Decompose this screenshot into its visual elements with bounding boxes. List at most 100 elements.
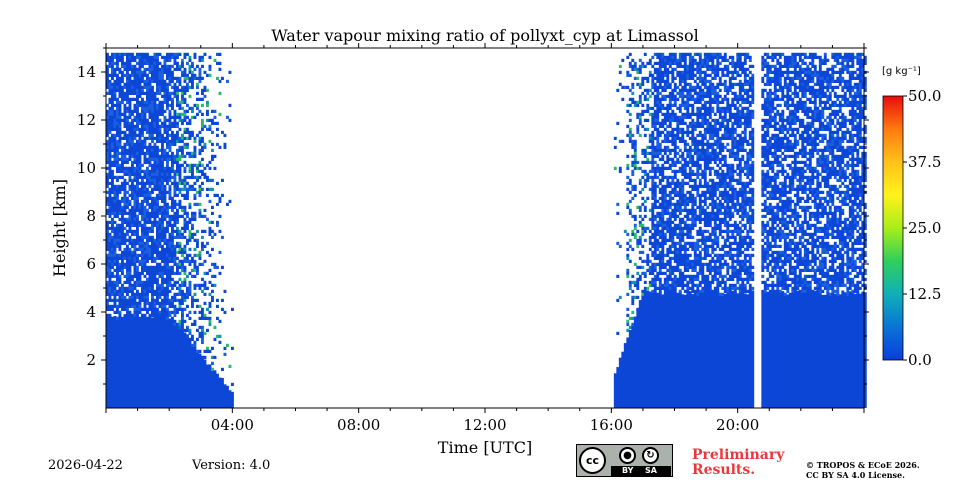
heatmap-cell xyxy=(208,364,212,408)
heatmap-cell xyxy=(158,286,162,290)
heatmap-cell xyxy=(651,280,655,284)
heatmap-cell xyxy=(691,214,695,218)
heatmap-cell xyxy=(671,67,675,71)
heatmap-cell xyxy=(713,139,717,143)
heatmap-cell xyxy=(173,61,177,65)
heatmap-cell xyxy=(673,205,677,209)
heatmap-cell xyxy=(151,283,154,287)
heatmap-cell xyxy=(626,163,630,167)
heatmap-cell xyxy=(111,229,114,233)
heatmap-cell xyxy=(146,208,149,212)
heatmap-cell xyxy=(693,223,697,227)
heatmap-cell xyxy=(721,229,725,233)
heatmap-cell xyxy=(688,259,692,263)
heatmap-cell xyxy=(111,115,114,119)
heatmap-cell xyxy=(118,79,122,83)
heatmap-cell xyxy=(121,304,124,308)
heatmap-cell xyxy=(708,67,712,71)
heatmap-cell xyxy=(188,340,192,408)
heatmap-cell xyxy=(123,314,127,408)
heatmap-cell xyxy=(633,232,637,236)
heatmap-cell xyxy=(703,172,707,176)
heatmap-cell xyxy=(148,265,152,269)
heatmap-cell xyxy=(656,214,660,218)
heatmap-cell xyxy=(151,148,154,152)
heatmap-cell xyxy=(163,151,167,155)
heatmap-cell xyxy=(188,280,192,284)
heatmap-cell xyxy=(111,106,114,110)
heatmap-cell xyxy=(148,136,152,140)
heatmap-cell xyxy=(206,175,209,179)
heatmap-cell xyxy=(163,313,167,317)
heatmap-cell xyxy=(183,178,187,182)
heatmap-cell xyxy=(161,154,164,158)
heatmap-cell xyxy=(186,292,189,296)
heatmap-cell xyxy=(708,220,712,224)
heatmap-cell xyxy=(711,64,715,68)
heatmap-cell xyxy=(148,205,152,209)
heatmap-cell xyxy=(716,289,720,293)
heatmap-cell xyxy=(198,202,202,206)
heatmap-cell xyxy=(208,280,212,284)
heatmap-cell xyxy=(676,61,680,65)
heatmap-cell xyxy=(181,193,184,197)
heatmap-cell xyxy=(151,199,154,203)
heatmap-cell xyxy=(123,133,127,137)
heatmap-cell xyxy=(676,193,680,197)
heatmap-cell xyxy=(186,313,189,317)
heatmap-cell xyxy=(203,286,207,290)
heatmap-cell xyxy=(153,247,157,251)
heatmap-cell xyxy=(668,184,672,188)
heatmap-cell xyxy=(156,298,159,302)
heatmap-cell xyxy=(133,97,137,101)
heatmap-cell xyxy=(631,322,635,326)
heatmap-cell xyxy=(138,70,142,74)
heatmap-cell xyxy=(658,61,662,65)
heatmap-cell xyxy=(658,121,662,125)
heatmap-cell xyxy=(651,145,655,149)
heatmap-cell xyxy=(698,292,702,296)
heatmap-cell xyxy=(711,70,715,74)
heatmap-cell xyxy=(678,103,682,107)
heatmap-cell xyxy=(668,286,672,290)
heatmap-cell xyxy=(108,274,112,278)
heatmap-cell xyxy=(143,82,147,86)
heatmap-cell xyxy=(666,229,670,233)
heatmap-cell xyxy=(678,181,682,185)
heatmap-cell xyxy=(681,112,685,116)
heatmap-cell xyxy=(161,307,164,311)
heatmap-cell xyxy=(176,91,179,95)
heatmap-cell xyxy=(658,271,662,275)
heatmap-cell xyxy=(176,193,179,197)
heatmap-cell xyxy=(116,169,119,173)
heatmap-cell xyxy=(196,166,199,170)
heatmap-cell xyxy=(616,241,620,245)
heatmap-cell xyxy=(191,304,194,308)
heatmap-cell xyxy=(118,274,122,278)
heatmap-cell xyxy=(711,259,715,263)
heatmap-cell xyxy=(708,130,712,134)
heatmap-cell xyxy=(186,127,189,131)
heatmap-cell xyxy=(153,136,157,140)
heatmap-cell xyxy=(663,184,667,188)
heatmap-cell xyxy=(108,181,112,185)
heatmap-cell xyxy=(106,148,109,152)
heatmap-cell xyxy=(143,103,147,107)
heatmap-cell xyxy=(178,79,182,83)
heatmap-cell xyxy=(213,193,217,197)
heatmap-cell xyxy=(723,85,727,89)
heatmap-cell xyxy=(206,100,209,104)
heatmap-cell xyxy=(116,274,119,278)
heatmap-cell xyxy=(731,64,735,68)
heatmap-cell xyxy=(163,208,167,212)
heatmap-cell xyxy=(163,157,167,161)
heatmap-cell xyxy=(186,190,189,194)
heatmap-cell xyxy=(631,247,635,251)
heatmap-cell xyxy=(633,76,637,80)
heatmap-cell xyxy=(696,247,700,251)
heatmap-cell xyxy=(158,265,162,269)
heatmap-cell xyxy=(181,262,184,266)
heatmap-cell xyxy=(153,145,157,149)
heatmap-cell xyxy=(723,136,727,140)
heatmap-cell xyxy=(726,118,730,122)
